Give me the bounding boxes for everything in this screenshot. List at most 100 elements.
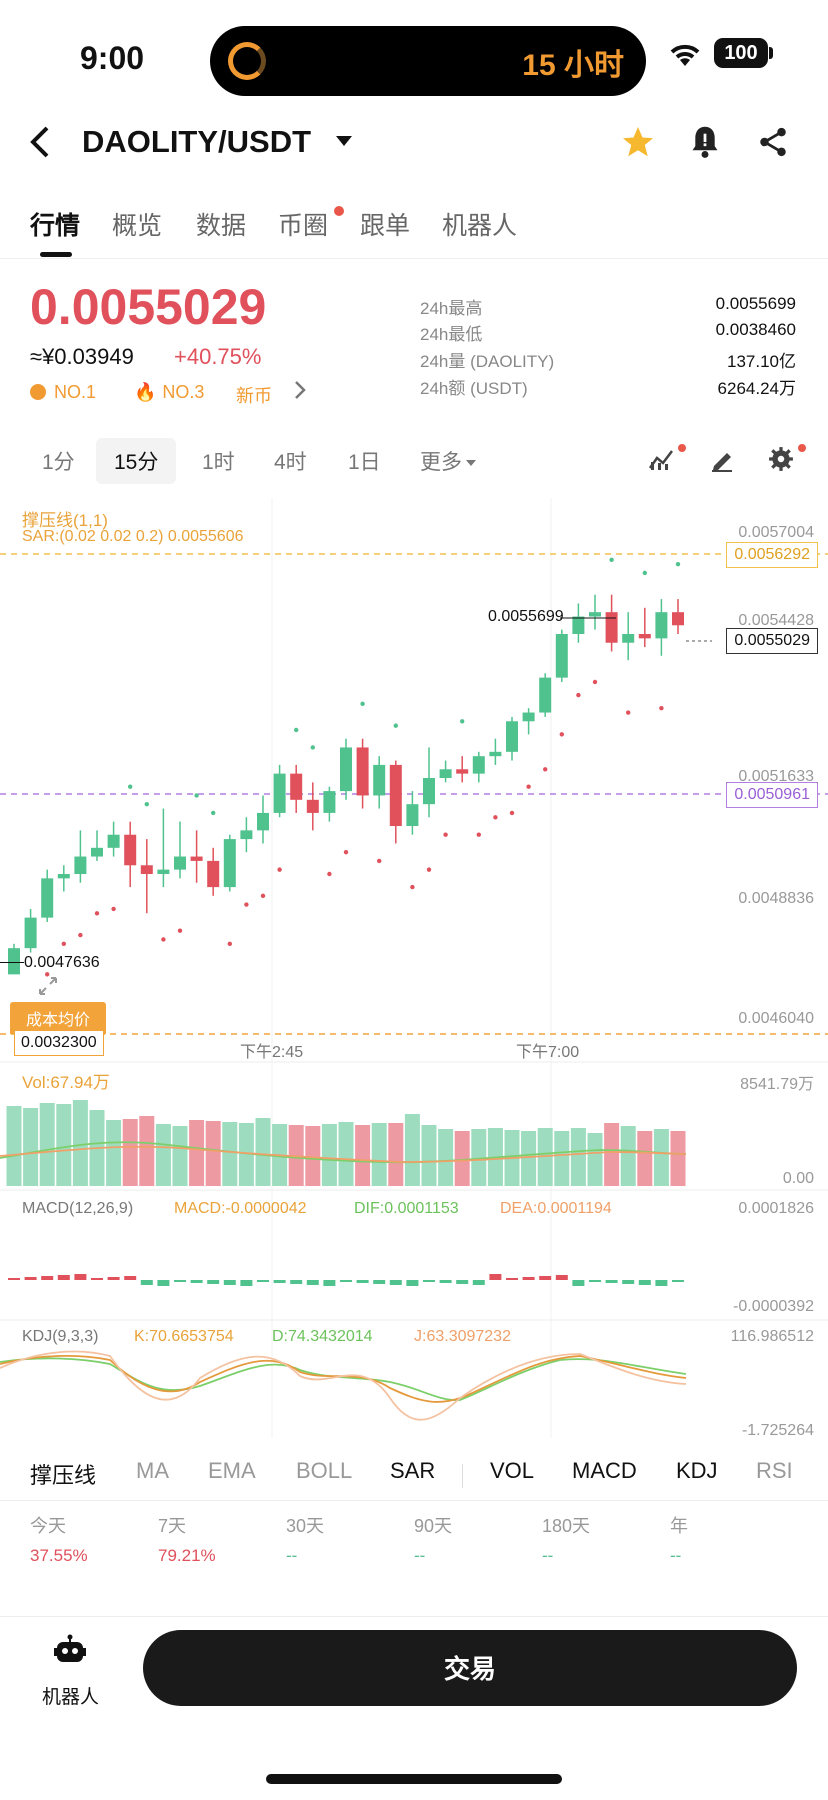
tab-copy-trading[interactable]: 跟单 [360, 212, 411, 240]
price-alert-bell-icon[interactable] [688, 124, 728, 164]
indicator-vol[interactable]: VOL [490, 1458, 535, 1483]
indicator-boll[interactable]: BOLL [296, 1458, 353, 1483]
candle-body[interactable] [190, 856, 203, 861]
new-coin-badge[interactable]: 新币 [236, 386, 272, 406]
indicator-kdj[interactable]: KDJ [676, 1458, 718, 1483]
candle-body[interactable] [373, 764, 386, 796]
indicator-chart-icon[interactable] [648, 446, 676, 477]
expand-chart-icon[interactable] [38, 976, 58, 1001]
interval-4h[interactable]: 4时 [274, 451, 307, 474]
trade-button[interactable]: 交易 [143, 1630, 797, 1706]
dynamic-island[interactable]: 15 小时 [210, 26, 646, 96]
tab-data[interactable]: 数据 [196, 212, 247, 240]
last-price-tag[interactable]: 0.0055029 [726, 628, 818, 654]
candle-body[interactable] [555, 634, 568, 678]
indicator-support-resistance[interactable]: 撑压线 [30, 1463, 97, 1488]
perf-label-90d: 90天 [414, 1516, 453, 1536]
candle-body[interactable] [306, 799, 319, 813]
macd-bar [589, 1280, 601, 1282]
candle-body[interactable] [672, 612, 684, 626]
kline-chart-svg[interactable] [0, 498, 828, 1438]
candle-body[interactable] [124, 834, 137, 866]
candle-body[interactable] [24, 917, 37, 949]
draw-pen-icon[interactable] [710, 446, 736, 477]
kline-chart-area[interactable]: 撑压线(1,1) SAR:(0.02 0.02 0.2) 0.0055606 0… [0, 498, 828, 1439]
macd-bar [672, 1280, 684, 1282]
volume-bar [305, 1126, 321, 1186]
candle-body[interactable] [240, 830, 253, 840]
trading-pair-title[interactable]: DAOLITY/USDT [82, 124, 312, 159]
candle-body[interactable] [472, 756, 485, 774]
candle-body[interactable] [41, 878, 54, 918]
candle-body[interactable] [539, 677, 552, 713]
candle-body[interactable] [572, 616, 585, 634]
indicator-macd[interactable]: MACD [572, 1458, 637, 1483]
star-favorite-icon[interactable] [620, 124, 660, 164]
pair-dropdown-caret-icon[interactable] [336, 136, 352, 146]
candle-body[interactable] [638, 634, 651, 639]
interval-15m[interactable]: 15分 [96, 438, 177, 484]
candle-body[interactable] [257, 812, 269, 831]
interval-more[interactable]: 更多 [420, 446, 476, 476]
home-indicator[interactable] [266, 1774, 562, 1784]
candle-body[interactable] [622, 634, 635, 643]
candle-body[interactable] [423, 778, 435, 805]
volume-bar [72, 1100, 88, 1186]
candle-body[interactable] [8, 948, 20, 975]
chevron-right-icon[interactable] [294, 380, 306, 405]
candle-body[interactable] [489, 751, 502, 757]
candle-body[interactable] [290, 773, 303, 800]
candle-body[interactable] [439, 769, 452, 778]
robot-label[interactable]: 机器人 [42, 1687, 100, 1708]
candle-body[interactable] [655, 612, 668, 639]
rank-badge-hot[interactable]: 🔥 NO.3 [134, 382, 204, 403]
sar-dot [360, 701, 365, 707]
candle-body[interactable] [406, 804, 419, 826]
chart-settings-gear-icon[interactable] [768, 446, 794, 477]
volume-bar [653, 1129, 669, 1186]
tab-market[interactable]: 行情 [30, 212, 81, 240]
candle-body[interactable] [356, 747, 369, 796]
tab-community[interactable]: 币圈 [278, 212, 329, 240]
macd-bar [655, 1280, 668, 1286]
timer-ring-icon [228, 42, 266, 80]
interval-1m[interactable]: 1分 [42, 451, 75, 474]
tab-overview[interactable]: 概览 [112, 212, 163, 240]
interval-1d[interactable]: 1日 [348, 451, 381, 474]
indicator-sar[interactable]: SAR [390, 1458, 436, 1483]
candle-body[interactable] [223, 839, 236, 888]
robot-icon[interactable] [54, 1634, 86, 1671]
candle-body[interactable] [389, 764, 402, 826]
candle-body[interactable] [174, 856, 186, 870]
candle-body[interactable] [589, 612, 601, 617]
indicator-ma[interactable]: MA [136, 1458, 169, 1483]
candle-body[interactable] [91, 847, 103, 857]
candle-body[interactable] [323, 791, 336, 813]
tab-bots[interactable]: 机器人 [442, 212, 518, 240]
candle-body[interactable] [456, 769, 469, 774]
candle-body[interactable] [340, 747, 352, 792]
last-price: 0.0055029 [30, 279, 267, 335]
back-icon[interactable] [28, 124, 52, 169]
candle-body[interactable] [207, 860, 220, 888]
candle-body[interactable] [605, 612, 618, 643]
indicator-rsi[interactable]: RSI [756, 1458, 793, 1483]
candle-body[interactable] [157, 869, 170, 874]
candle-body[interactable] [506, 721, 518, 752]
status-time: 9:00 [80, 40, 145, 76]
candle-body[interactable] [522, 712, 535, 722]
interval-1h[interactable]: 1时 [202, 451, 235, 474]
candle-body[interactable] [107, 834, 120, 848]
indicator-ema[interactable]: EMA [208, 1458, 256, 1483]
candle-body[interactable] [74, 856, 87, 874]
volume-bar [172, 1126, 188, 1186]
support-price-tag: 0.0050961 [726, 782, 818, 808]
candle-body[interactable] [140, 865, 153, 874]
candle-body[interactable] [57, 874, 70, 879]
sar-dot [327, 871, 332, 877]
candle-body[interactable] [273, 773, 286, 813]
rank-badge-1[interactable]: NO.1 [30, 382, 96, 403]
macd-histogram [8, 1274, 684, 1286]
cost-average-tag[interactable]: 成本均价 [10, 1002, 107, 1034]
share-icon[interactable] [756, 124, 796, 164]
